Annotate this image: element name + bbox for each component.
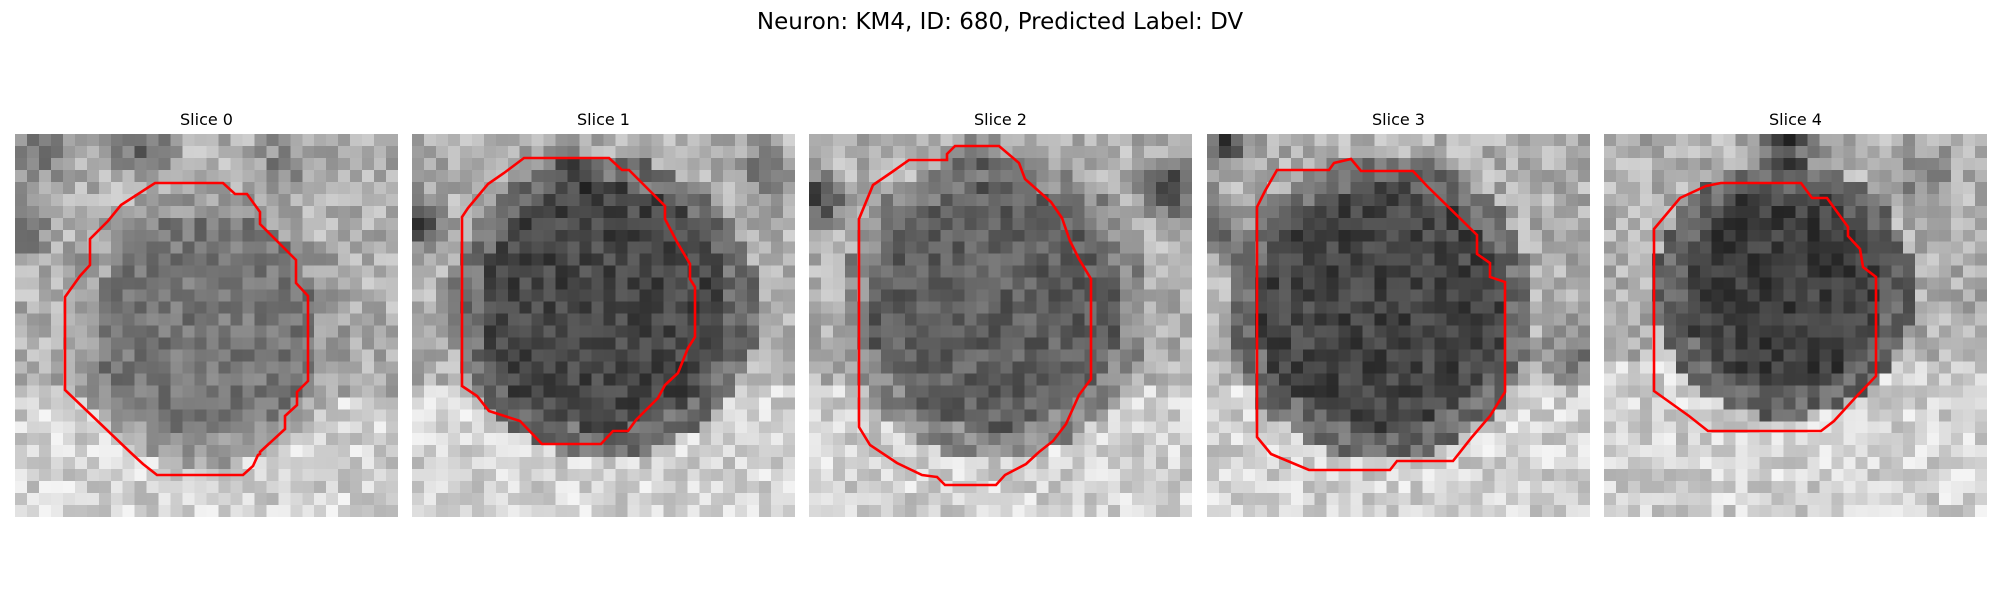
slice-image [809, 134, 1192, 517]
slice-panel-1: Slice 1 [412, 110, 795, 519]
slice-panel-2: Slice 2 [809, 110, 1192, 519]
segmentation-contour [1255, 157, 1507, 472]
segmentation-contour [857, 144, 1093, 487]
slice-title: Slice 1 [577, 110, 630, 129]
slice-title: Slice 0 [180, 110, 233, 129]
slice-title: Slice 4 [1769, 110, 1822, 129]
slice-panel-4: Slice 4 [1604, 110, 1987, 519]
slice-panel-0: Slice 0 [15, 110, 398, 519]
slice-title: Slice 3 [1372, 110, 1425, 129]
slice-image [15, 134, 398, 517]
segmentation-contour [460, 156, 697, 446]
slice-panel-3: Slice 3 [1207, 110, 1590, 519]
segmentation-contour [63, 181, 310, 477]
slice-title: Slice 2 [974, 110, 1027, 129]
figure-title: Neuron: KM4, ID: 680, Predicted Label: D… [756, 9, 1244, 35]
slice-image [1604, 134, 1987, 517]
segmentation-contour [1652, 181, 1878, 433]
